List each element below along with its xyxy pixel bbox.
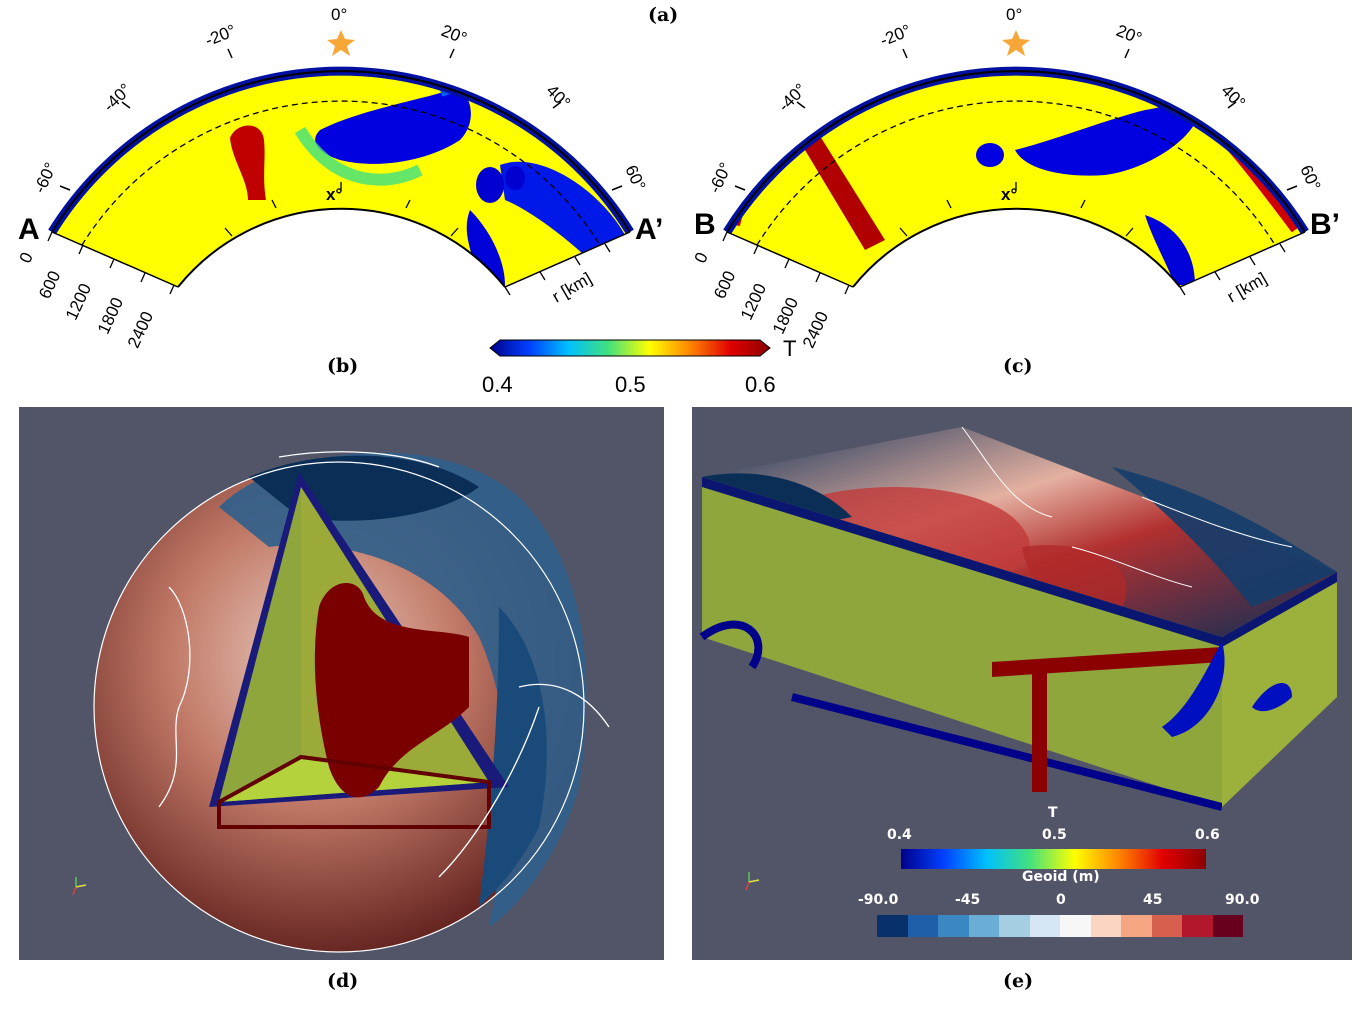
section-right-cmb [852,207,1181,288]
geoid-colorbar-swatch [877,915,908,937]
box-temperature-colorbar [901,849,1206,869]
center-marker-label: x° [1001,185,1018,204]
geoid-colorbar-swatch [1182,915,1213,937]
geoid-colorbar-swatch [1151,915,1182,937]
geoid-colorbar-swatch [1060,915,1091,937]
box-front-face [702,477,1222,807]
hot-plume [230,125,266,200]
panel-label-b: (b) [327,355,359,377]
cold-anomaly [315,89,471,164]
coastline [961,426,1293,588]
geoid-colorbar-tick: 45 [1143,892,1163,908]
star-icon [1002,30,1030,56]
panel-label-e: (e) [1003,970,1034,992]
geoid-colorbar-title: Geoid (m) [1022,869,1100,885]
hot-plume [793,128,885,250]
section-right-end-label: B’ [1310,208,1340,241]
coastline [158,451,610,878]
cold-anomaly [1145,215,1195,285]
colorbar-tick: 0.4 [482,372,513,397]
box-render [699,426,1337,891]
geoid-colorbar-swatch [968,915,999,937]
geoid-colorbar-swatch [907,915,938,937]
geoid-colorbar-tick: -90.0 [858,892,899,908]
geoid-colorbar-swatch [938,915,969,937]
axes-icon [72,877,87,896]
hot-plume [314,583,469,798]
angle-label: 0° [1006,5,1023,24]
geoid-colorbar-tick: 90.0 [1225,892,1260,908]
colorbar-tick: 0.6 [745,372,776,397]
temperature-colorbar [489,339,771,357]
colorbar-tick: 0.5 [615,372,646,397]
section-right-start-label: B [694,208,716,241]
panel-label-c: (c) [1003,355,1033,377]
sphere-render [72,451,610,953]
box-colorbar-tick: 0.5 [1042,827,1067,843]
colorbar-title: T [783,336,797,361]
section-left-660-line [81,100,601,246]
cross-section-right [722,30,1309,296]
panel-label-d: (d) [327,970,359,992]
section-left-cmb [177,207,506,288]
geoid-colorbar-tick: -45 [955,892,981,908]
cold-anomaly [1015,102,1200,176]
axes-icon [745,872,760,891]
geoid-colorbar-swatch [999,915,1030,937]
cold-anomaly [505,166,525,190]
box-colorbar-title: T [1048,805,1058,821]
hot-plume [1032,662,1047,792]
section-left-start-label: A [18,213,40,246]
geoid-colorbar-tick: 0 [1056,892,1066,908]
geoid-colorbar-swatch [1029,915,1060,937]
cold-anomaly [500,161,625,270]
star-icon [327,30,355,56]
section-right-660-line [756,100,1276,246]
geoid-low [219,452,587,927]
geoid-colorbar-swatch [1090,915,1121,937]
angle-label: 0° [331,5,348,24]
geoid-colorbar-swatch [1121,915,1152,937]
sphere-panel [19,407,664,960]
center-marker-label: x° [326,185,343,204]
cross-section-left [47,30,634,296]
cold-anomaly [976,143,1004,167]
geoid-colorbar-swatch [1212,915,1243,937]
box-panel: T 0.4 0.5 0.6 Geoid (m) -90.0 -45 0 45 9… [692,407,1352,960]
section-left-end-label: A’ [635,213,664,246]
box-colorbar-tick: 0.4 [887,827,912,843]
box-colorbar-tick: 0.6 [1195,827,1220,843]
geoid-colorbar [877,915,1243,937]
panel-label-a: (a) [648,4,679,26]
cold-anomaly [476,167,504,203]
